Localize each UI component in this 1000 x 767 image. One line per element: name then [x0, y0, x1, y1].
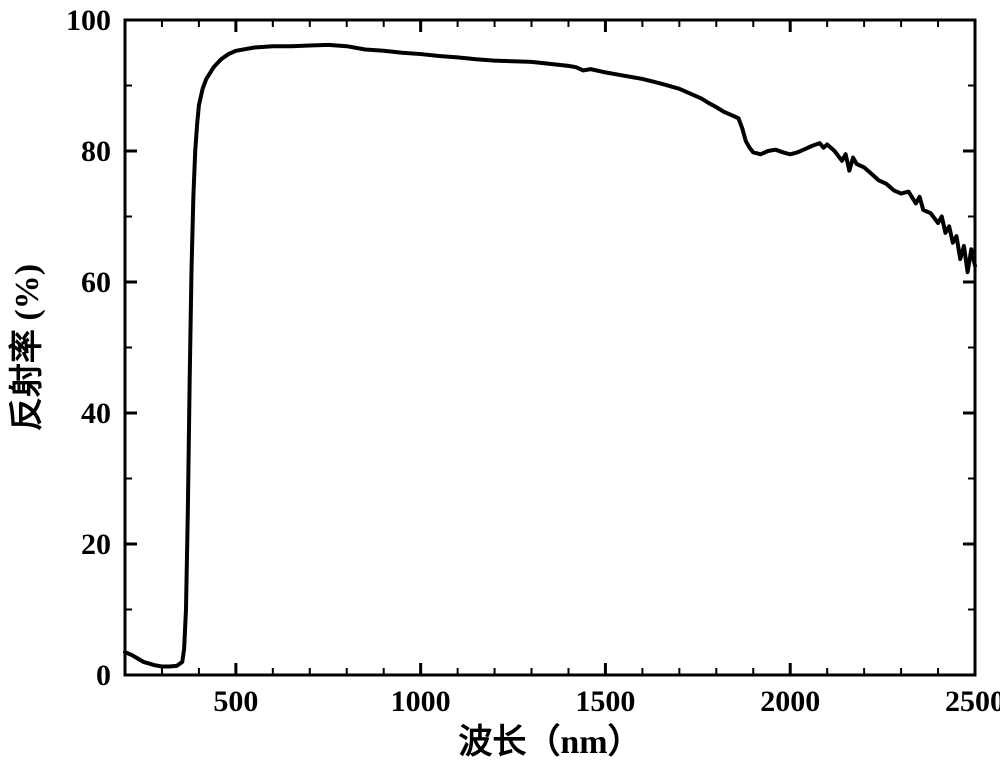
- y-tick-label: 40: [81, 397, 111, 430]
- x-tick-label: 2500: [945, 685, 1000, 718]
- y-tick-label: 60: [81, 266, 111, 299]
- y-tick-label: 0: [96, 659, 111, 692]
- x-tick-label: 1500: [575, 685, 635, 718]
- y-tick-label: 100: [66, 4, 111, 37]
- x-tick-label: 2000: [760, 685, 820, 718]
- chart-svg: 500 1000 1500 2000 2500 0 20 40 60 80 100 波长（nm） 反射率…: [0, 0, 1000, 767]
- x-tick-label: 500: [213, 685, 258, 718]
- y-axis-label: 反射率 (%): [8, 264, 46, 431]
- reflectance-chart: 500 1000 1500 2000 2500 0 20 40 60 80 100 波长（nm） 反射率…: [0, 0, 1000, 767]
- x-tick-label: 1000: [391, 685, 451, 718]
- y-tick-label: 80: [81, 135, 111, 168]
- y-tick-label: 20: [81, 528, 111, 561]
- x-axis-label: 波长（nm）: [458, 722, 641, 761]
